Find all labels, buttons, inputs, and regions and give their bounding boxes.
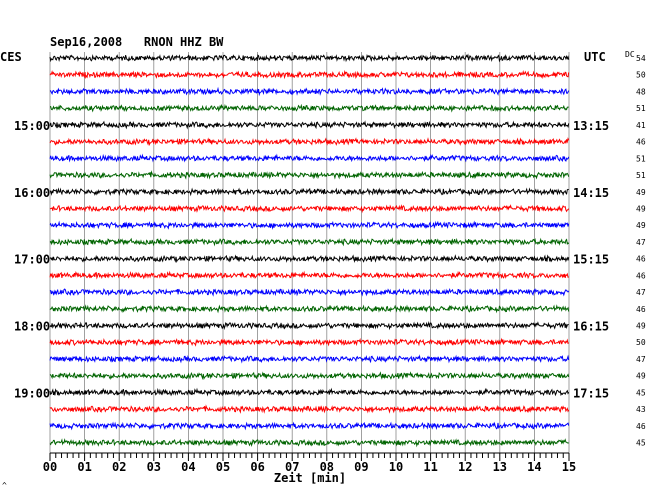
x-tick-label: 08 bbox=[320, 460, 334, 474]
dc-offset-label: 45 bbox=[636, 439, 646, 448]
x-tick-label: 11 bbox=[423, 460, 437, 474]
left-time-label: 18:00 bbox=[14, 320, 50, 334]
dc-label: DC bbox=[625, 50, 635, 59]
dc-offset-label: 46 bbox=[636, 255, 646, 264]
seismic-trace bbox=[49, 337, 569, 347]
dc-offset-label: 49 bbox=[636, 204, 646, 213]
seismic-trace bbox=[50, 103, 569, 113]
dc-offset-label: 43 bbox=[636, 405, 646, 414]
seismic-trace bbox=[49, 86, 570, 97]
right-time-label: 15:15 bbox=[573, 253, 609, 267]
dc-offset-label: 50 bbox=[636, 71, 646, 80]
seismic-trace bbox=[49, 304, 570, 314]
x-tick-label: 01 bbox=[77, 460, 91, 474]
x-tick-label: 13 bbox=[493, 460, 507, 474]
x-tick-label: 14 bbox=[527, 460, 541, 474]
left-time-label: 15:00 bbox=[14, 119, 50, 133]
seismic-trace bbox=[49, 270, 569, 280]
right-time-label: 16:15 bbox=[573, 320, 609, 334]
x-tick-label: 04 bbox=[181, 460, 195, 474]
x-axis-label: Zeit [min] bbox=[274, 471, 346, 485]
seismic-traces bbox=[49, 53, 570, 448]
dc-offset-label: 46 bbox=[636, 138, 646, 147]
seismic-trace bbox=[49, 237, 570, 247]
seismic-trace bbox=[49, 438, 569, 448]
seismic-trace bbox=[49, 137, 570, 147]
x-tick-label: 10 bbox=[389, 460, 403, 474]
vertical-gridlines bbox=[49, 52, 570, 453]
right-time-labels: 13:15 14:15 15:15 16:15 17:15 bbox=[573, 119, 609, 401]
seismic-trace bbox=[49, 53, 570, 63]
x-tick-label: 09 bbox=[354, 460, 368, 474]
right-time-label: 14:15 bbox=[573, 186, 609, 200]
dc-offset-label: 46 bbox=[636, 271, 646, 280]
dc-offset-label: 51 bbox=[636, 154, 646, 163]
x-tick-label: 02 bbox=[112, 460, 126, 474]
left-time-label: 17:00 bbox=[14, 253, 50, 267]
dc-offset-labels: 54 50 48 51 41 46 51 51 49 49 49 47 46 46 47 46 49 50 47 49… bbox=[636, 54, 646, 448]
seismic-trace bbox=[49, 170, 570, 180]
left-time-label: 19:00 bbox=[14, 386, 50, 400]
dc-offset-label: 49 bbox=[636, 221, 646, 230]
dc-offset-label: 47 bbox=[636, 288, 646, 297]
x-tick-label: 03 bbox=[147, 460, 161, 474]
left-time-label: 16:00 bbox=[14, 186, 50, 200]
seismic-trace bbox=[49, 421, 570, 431]
dc-offset-label: 50 bbox=[636, 338, 646, 347]
x-tick-label: 07 bbox=[285, 460, 299, 474]
seismic-trace bbox=[49, 254, 570, 264]
seismic-trace bbox=[49, 371, 570, 381]
x-tick-label: 15 bbox=[562, 460, 576, 474]
dc-offset-label: 48 bbox=[636, 87, 646, 96]
x-tick-label: 05 bbox=[216, 460, 230, 474]
seismic-trace bbox=[49, 69, 570, 80]
dc-offset-label: 41 bbox=[636, 121, 646, 130]
seismic-trace bbox=[49, 354, 570, 364]
x-tick-label: 12 bbox=[458, 460, 472, 474]
right-timezone-label: UTC bbox=[584, 50, 606, 64]
x-axis: 00 01 02 03 04 05 06 07 08 09 10 11 12 13 14 15 bbox=[43, 452, 576, 474]
dc-offset-label: 51 bbox=[636, 171, 646, 180]
seismic-trace bbox=[49, 204, 570, 214]
right-time-label: 13:15 bbox=[573, 119, 609, 133]
seismic-trace bbox=[49, 153, 570, 163]
seismic-trace bbox=[49, 120, 570, 130]
dc-offset-label: 46 bbox=[636, 422, 646, 431]
dc-offset-label: 49 bbox=[636, 322, 646, 331]
dc-offset-label: 49 bbox=[636, 188, 646, 197]
x-tick-label: 00 bbox=[43, 460, 57, 474]
left-timezone-label: CES bbox=[0, 50, 22, 64]
dc-offset-label: 47 bbox=[636, 355, 646, 364]
dc-offset-label: 51 bbox=[636, 104, 646, 113]
dc-offset-label: 46 bbox=[636, 305, 646, 314]
left-time-labels: 15:00 16:00 17:00 18:00 19:00 bbox=[14, 119, 50, 401]
seismic-trace bbox=[49, 387, 570, 397]
x-tick-label: 06 bbox=[250, 460, 264, 474]
seismic-trace bbox=[49, 220, 570, 230]
seismic-trace bbox=[49, 404, 570, 414]
dc-offset-label: 45 bbox=[636, 388, 646, 397]
corner-mark: ^ bbox=[2, 481, 7, 490]
chart-title: Sep16,2008 RNON HHZ BW bbox=[50, 35, 224, 49]
dc-offset-label: 47 bbox=[636, 238, 646, 247]
right-time-label: 17:15 bbox=[573, 386, 609, 400]
dc-offset-label: 49 bbox=[636, 372, 646, 381]
seismic-trace bbox=[49, 321, 569, 331]
seismic-trace bbox=[49, 187, 569, 197]
dc-offset-label: 54 bbox=[636, 54, 646, 63]
seismic-trace bbox=[49, 287, 570, 297]
